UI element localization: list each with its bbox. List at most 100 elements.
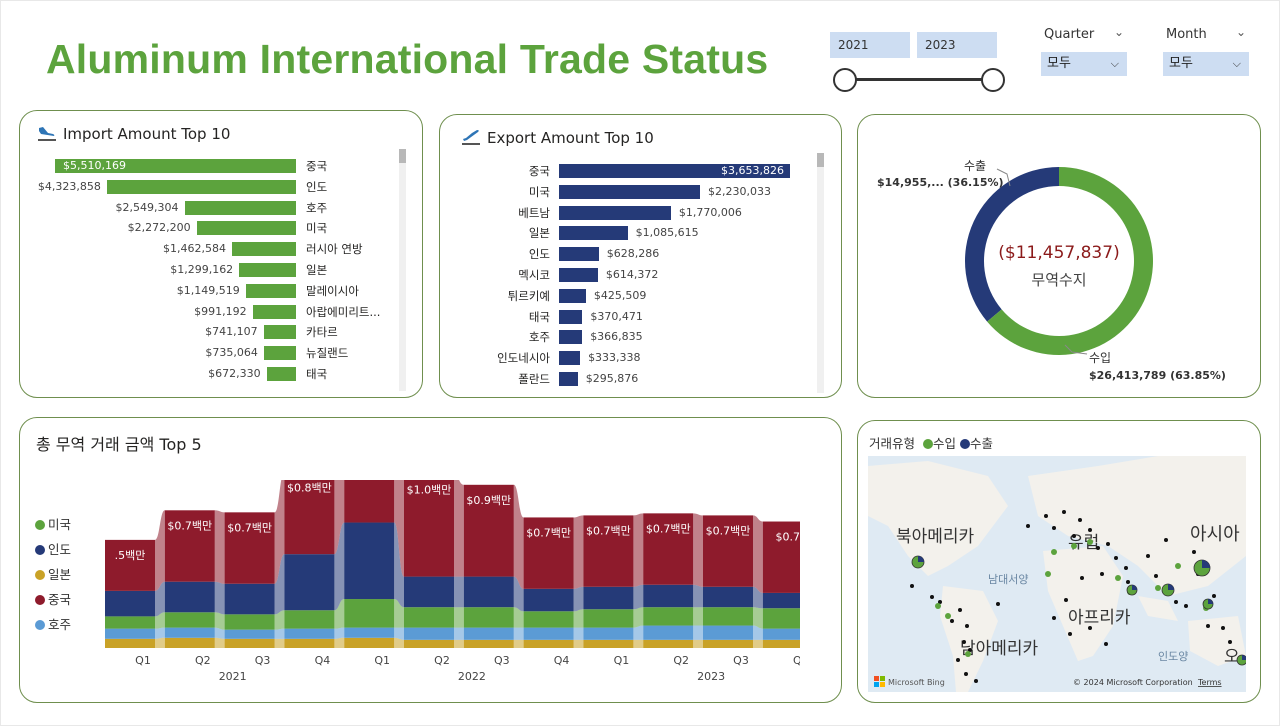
map-marker[interactable] [1096, 546, 1100, 550]
map-marker[interactable] [1045, 571, 1051, 577]
legend-item[interactable]: 인도 [35, 539, 71, 558]
map-marker[interactable] [996, 602, 1000, 606]
map-marker[interactable] [945, 613, 951, 619]
year-slider-track[interactable] [845, 78, 993, 81]
map-marker[interactable] [1221, 626, 1225, 630]
legend-item[interactable]: 중국 [35, 589, 71, 608]
ribbon-bar-segment[interactable] [583, 586, 634, 610]
map-terms-link[interactable]: Terms [1197, 678, 1222, 687]
import-bar[interactable] [263, 346, 296, 361]
map-marker[interactable] [964, 672, 968, 676]
import-bar[interactable] [252, 304, 296, 319]
ribbon-bar-segment[interactable] [463, 484, 514, 577]
export-bar[interactable] [559, 372, 578, 386]
ribbon-bar-segment[interactable] [703, 515, 753, 587]
map-marker[interactable] [1104, 642, 1108, 646]
ribbon-bar-segment[interactable] [703, 586, 753, 608]
ribbon-bar-segment[interactable] [284, 480, 335, 555]
ribbon-bar-segment[interactable] [404, 639, 454, 648]
export-bar[interactable] [559, 351, 581, 366]
ribbon-bar-segment[interactable] [523, 517, 574, 589]
ribbon-bar-segment[interactable] [643, 607, 694, 626]
export-bar[interactable] [559, 226, 628, 241]
map-marker[interactable] [1106, 542, 1110, 546]
donut-export-slice[interactable] [965, 167, 1059, 322]
map-marker[interactable] [1068, 632, 1072, 636]
import-bar[interactable] [196, 221, 296, 236]
year-from-input[interactable]: 2021 [830, 32, 910, 58]
import-bar[interactable] [263, 325, 296, 340]
ribbon-bar-segment[interactable] [344, 637, 395, 648]
ribbon-bar-segment[interactable] [105, 590, 155, 617]
map-marker[interactable] [1071, 543, 1077, 549]
ribbon-bar-segment[interactable] [344, 599, 395, 628]
map-marker[interactable] [1115, 575, 1121, 581]
map-marker[interactable] [968, 648, 972, 652]
ribbon-bar-segment[interactable] [404, 607, 454, 628]
export-bar[interactable] [559, 330, 583, 345]
export-scrollbar[interactable] [817, 153, 824, 393]
map-marker[interactable] [1126, 580, 1130, 584]
ribbon-bar-segment[interactable] [284, 554, 335, 611]
ribbon-bar-segment[interactable] [164, 627, 215, 638]
map-legend-import[interactable]: 수입 [933, 436, 957, 451]
import-bar[interactable] [245, 283, 296, 298]
legend-item[interactable]: 미국 [35, 514, 71, 533]
export-bar[interactable] [559, 288, 586, 303]
map-marker[interactable] [974, 679, 978, 683]
export-bar[interactable] [559, 247, 599, 262]
ribbon-bar-segment[interactable] [762, 639, 800, 648]
ribbon-bar-segment[interactable] [404, 627, 454, 640]
ribbon-bar-segment[interactable] [583, 639, 634, 648]
export-bar[interactable] [559, 309, 583, 324]
map-marker[interactable] [958, 608, 962, 612]
ribbon-bar-segment[interactable] [463, 576, 514, 608]
ribbon-bar-segment[interactable] [224, 638, 275, 648]
map-marker[interactable] [1051, 549, 1057, 555]
map-marker[interactable] [1124, 566, 1128, 570]
ribbon-bar-segment[interactable] [643, 513, 694, 585]
ribbon-bar-segment[interactable] [164, 581, 215, 613]
map-marker[interactable] [1175, 563, 1181, 569]
map-marker[interactable] [1078, 518, 1082, 522]
map-marker[interactable] [930, 595, 934, 599]
ribbon-bar-segment[interactable] [703, 639, 753, 648]
map-marker[interactable] [1044, 514, 1048, 518]
map-marker[interactable] [1052, 526, 1056, 530]
map-marker[interactable] [1155, 585, 1161, 591]
ribbon-bar-segment[interactable] [224, 583, 275, 615]
ribbon-bar-segment[interactable] [643, 625, 694, 640]
ribbon-bar-segment[interactable] [703, 625, 753, 640]
map-marker[interactable] [1174, 600, 1178, 604]
scrollbar-thumb[interactable] [817, 153, 824, 167]
world-map[interactable]: 북아메리카 유럽 아시아 남대서양 아프리카 남아메리카 인도양 오 Micro… [868, 456, 1246, 692]
donut-import-slice[interactable] [987, 167, 1153, 355]
ribbon-bar-segment[interactable] [224, 629, 275, 639]
map-marker[interactable] [965, 624, 969, 628]
ribbon-bar-segment[interactable] [284, 638, 335, 648]
map-marker[interactable] [1146, 554, 1150, 558]
year-slider-end-handle[interactable] [981, 68, 1005, 92]
import-bar[interactable] [239, 263, 296, 277]
scrollbar-thumb[interactable] [399, 149, 406, 163]
legend-item[interactable]: 일본 [35, 564, 71, 583]
ribbon-bar-segment[interactable] [762, 521, 800, 593]
import-bar[interactable] [106, 179, 296, 194]
map-marker[interactable] [950, 619, 954, 623]
map-marker[interactable] [1184, 604, 1188, 608]
import-bar[interactable] [232, 242, 296, 257]
month-dropdown[interactable]: 모두 ⌵ [1163, 52, 1249, 76]
ribbon-bar-segment[interactable] [762, 608, 800, 629]
quarter-dropdown[interactable]: 모두 ⌵ [1041, 52, 1127, 76]
ribbon-bar-segment[interactable] [105, 616, 155, 629]
ribbon-bar-segment[interactable] [164, 612, 215, 628]
map-marker[interactable] [1114, 556, 1118, 560]
import-bar[interactable] [266, 367, 296, 381]
year-to-input[interactable]: 2023 [917, 32, 997, 58]
ribbon-bar-segment[interactable] [703, 607, 753, 626]
map-marker[interactable] [1052, 616, 1056, 620]
map-marker[interactable] [1064, 598, 1068, 602]
import-bar[interactable] [184, 200, 296, 215]
map-legend-export[interactable]: 수출 [970, 436, 994, 451]
ribbon-bar-segment[interactable] [463, 607, 514, 628]
